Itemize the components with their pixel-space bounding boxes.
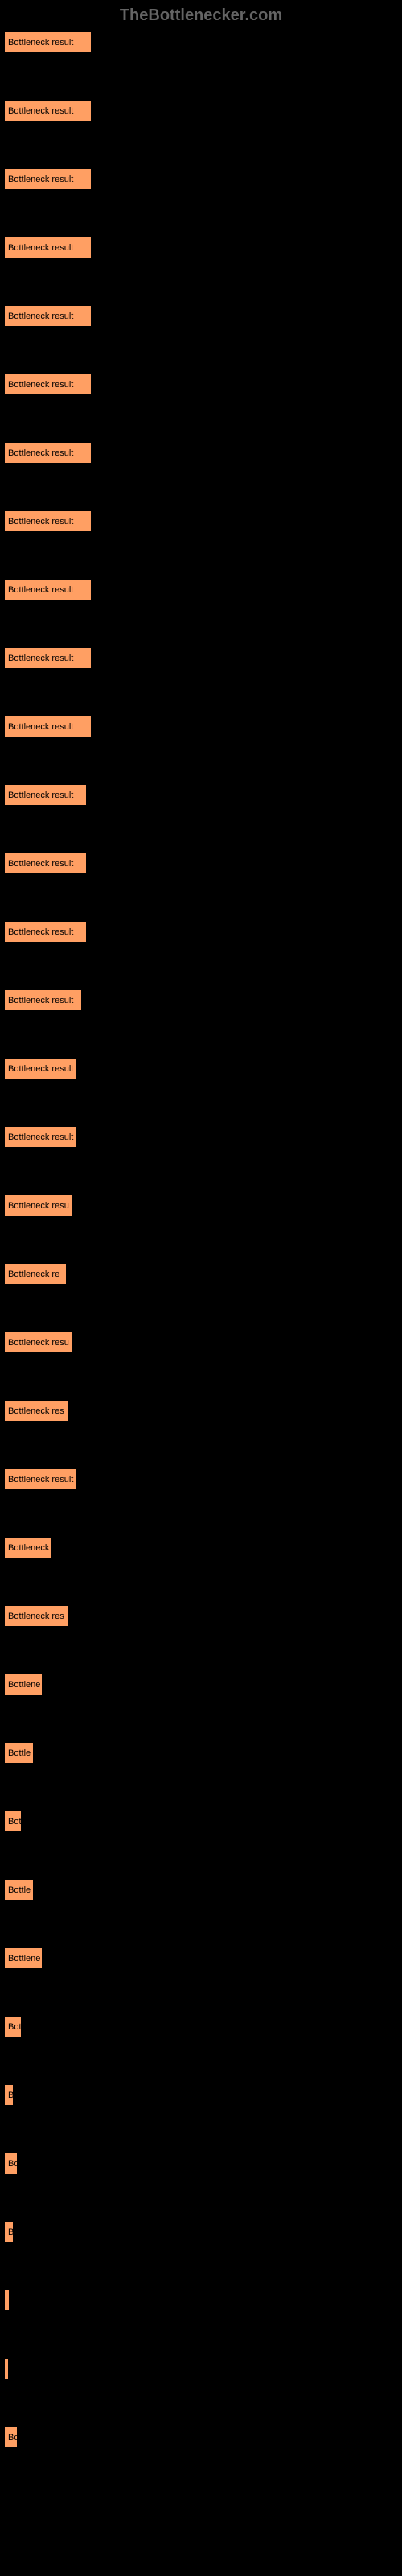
bar: [4, 2358, 9, 2380]
bar: Bottlene: [4, 1674, 43, 1695]
bar-row: Bottleneck resu: [4, 1331, 398, 1353]
bar: B: [4, 2221, 14, 2243]
bar-row: Bottleneck res: [4, 1605, 398, 1627]
watermark-text: TheBottlenecker.com: [0, 0, 402, 31]
bar: Bottleneck result: [4, 921, 87, 943]
bar-row: Bottleneck result: [4, 442, 398, 464]
bar-row: Bo: [4, 2426, 398, 2448]
bar: Bottleneck result: [4, 1126, 77, 1148]
bar: Bottleneck result: [4, 647, 92, 669]
bar: Bottleneck result: [4, 716, 92, 737]
bar-row: Bottleneck: [4, 1537, 398, 1558]
bar: Bottleneck result: [4, 237, 92, 258]
bar-row: Bottleneck re: [4, 1263, 398, 1285]
bar-row: Bottlene: [4, 1947, 398, 1969]
bar: Bottleneck result: [4, 510, 92, 532]
bar-row: Bot: [4, 1810, 398, 1832]
bar-row: Bot: [4, 2016, 398, 2037]
bar-row: Bottleneck result: [4, 647, 398, 669]
chart-container: Bottleneck result Bottleneck result Bottle…: [0, 31, 402, 2448]
bar-row: B: [4, 2084, 398, 2106]
bar: Bottleneck res: [4, 1400, 68, 1422]
bar-row: Bottleneck result: [4, 1058, 398, 1080]
bar-row: Bottleneck result: [4, 31, 398, 53]
bar: Bottleneck result: [4, 989, 82, 1011]
bar: Bottle: [4, 1879, 34, 1901]
bar-row: Bottleneck result: [4, 168, 398, 190]
bar-row: Bottleneck result: [4, 237, 398, 258]
bar-row: [4, 2358, 398, 2380]
bar: Bottleneck result: [4, 31, 92, 53]
bar: Bo: [4, 2426, 18, 2448]
bar-row: Bottleneck result: [4, 305, 398, 327]
bar: Bottle: [4, 1742, 34, 1764]
bar: Bottleneck result: [4, 168, 92, 190]
bar: Bot: [4, 2016, 22, 2037]
bar: Bottleneck resu: [4, 1195, 72, 1216]
bar-row: Bottleneck result: [4, 716, 398, 737]
bar: Bottleneck res: [4, 1605, 68, 1627]
bar: B: [4, 2084, 14, 2106]
bar: Bottleneck result: [4, 100, 92, 122]
bar: Bottleneck result: [4, 579, 92, 601]
bar: Bottleneck result: [4, 305, 92, 327]
bar: Bottleneck result: [4, 1468, 77, 1490]
bar-row: Bottleneck result: [4, 1126, 398, 1148]
bar-row: Bo: [4, 2153, 398, 2174]
bar-row: Bottleneck result: [4, 784, 398, 806]
bar: Bot: [4, 1810, 22, 1832]
bar: Bottlene: [4, 1947, 43, 1969]
bar: Bottleneck result: [4, 1058, 77, 1080]
bar-row: Bottle: [4, 1742, 398, 1764]
bar-row: Bottleneck res: [4, 1400, 398, 1422]
bar-row: Bottleneck result: [4, 921, 398, 943]
bar-row: Bottleneck resu: [4, 1195, 398, 1216]
bar: [4, 2289, 10, 2311]
bar-row: Bottleneck result: [4, 852, 398, 874]
bar-row: Bottleneck result: [4, 579, 398, 601]
bar-row: [4, 2289, 398, 2311]
bar: Bottleneck result: [4, 374, 92, 395]
bar: Bottleneck resu: [4, 1331, 72, 1353]
bar-row: Bottleneck result: [4, 100, 398, 122]
bar-row: Bottlene: [4, 1674, 398, 1695]
bar-row: Bottleneck result: [4, 374, 398, 395]
bar-row: B: [4, 2221, 398, 2243]
bar-row: Bottleneck result: [4, 989, 398, 1011]
bar-row: Bottleneck result: [4, 1468, 398, 1490]
bar: Bottleneck result: [4, 852, 87, 874]
bar-row: Bottle: [4, 1879, 398, 1901]
bar: Bottleneck re: [4, 1263, 67, 1285]
bar: Bo: [4, 2153, 18, 2174]
bar: Bottleneck result: [4, 784, 87, 806]
bar-row: Bottleneck result: [4, 510, 398, 532]
bar: Bottleneck: [4, 1537, 52, 1558]
bar: Bottleneck result: [4, 442, 92, 464]
